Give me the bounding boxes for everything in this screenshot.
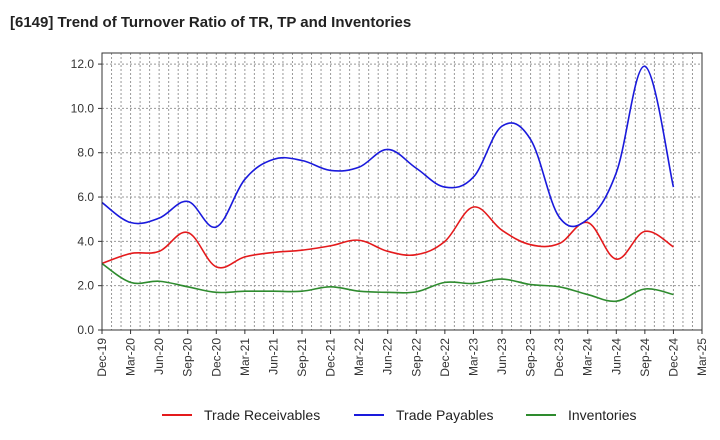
legend-item: Inventories <box>526 404 636 426</box>
series-line-trade-payables <box>101 65 675 228</box>
x-tick-label: Mar-20 <box>124 338 138 376</box>
y-tick-label: 8.0 <box>77 146 94 160</box>
x-tick-label: Dec-24 <box>666 338 680 377</box>
chart-title: [6149] Trend of Turnover Ratio of TR, TP… <box>10 14 412 31</box>
x-tick-label: Sep-24 <box>638 338 652 377</box>
x-tick-label: Mar-23 <box>466 338 480 376</box>
x-tick-label: Jun-21 <box>266 338 280 375</box>
legend-swatch <box>526 414 556 416</box>
x-tick-label: Sep-22 <box>409 338 423 377</box>
legend-label: Inventories <box>568 407 637 423</box>
legend-item: Trade Payables <box>354 404 494 426</box>
x-tick-label: Dec-23 <box>552 338 566 377</box>
x-tick-label: Mar-21 <box>238 338 252 376</box>
x-tick-label: Dec-22 <box>438 338 452 377</box>
y-tick-label: 6.0 <box>77 190 94 204</box>
legend-swatch <box>354 414 384 416</box>
x-tick-label: Jun-24 <box>609 338 623 375</box>
x-tick-label: Mar-24 <box>581 338 595 376</box>
x-tick-label: Dec-20 <box>209 338 223 377</box>
x-axis-ticks: Dec-19 Mar-20 Jun-20 Sep-20 Dec-20 Mar-21 Jun-… <box>95 330 709 377</box>
plot-frame <box>101 52 703 331</box>
y-tick-label: 10.0 <box>71 101 95 115</box>
x-tick-label: Sep-21 <box>295 338 309 377</box>
x-tick-label: Sep-23 <box>524 338 538 377</box>
x-tick-label: Jun-20 <box>152 338 166 375</box>
legend: Trade Receivables Trade Payables Inventori… <box>0 404 720 426</box>
y-tick-label: 12.0 <box>71 57 95 71</box>
legend-item: Trade Receivables <box>162 404 320 426</box>
legend-label: Trade Receivables <box>204 407 321 423</box>
x-tick-label: Dec-21 <box>324 338 338 377</box>
legend-label: Trade Payables <box>396 407 494 423</box>
y-axis-ticks: 0.0 2.0 4.0 6.0 8.0 10.0 12.0 <box>71 57 102 337</box>
y-tick-label: 4.0 <box>77 234 94 248</box>
legend-swatch <box>162 414 192 416</box>
x-tick-label: Dec-19 <box>95 338 109 377</box>
line-chart: 0.0 2.0 4.0 6.0 8.0 10.0 12.0 Dec-19 Mar-20 Jun-… <box>71 52 709 377</box>
x-tick-label: Sep-20 <box>181 338 195 377</box>
x-tick-label: Mar-25 <box>695 338 709 376</box>
x-tick-label: Jun-22 <box>381 338 395 375</box>
x-tick-label: Mar-22 <box>352 338 366 376</box>
y-tick-label: 2.0 <box>77 279 94 293</box>
y-tick-label: 0.0 <box>77 323 94 337</box>
series-line-inventories <box>101 262 674 303</box>
series-layer <box>101 65 675 303</box>
x-tick-label: Jun-23 <box>495 338 509 375</box>
